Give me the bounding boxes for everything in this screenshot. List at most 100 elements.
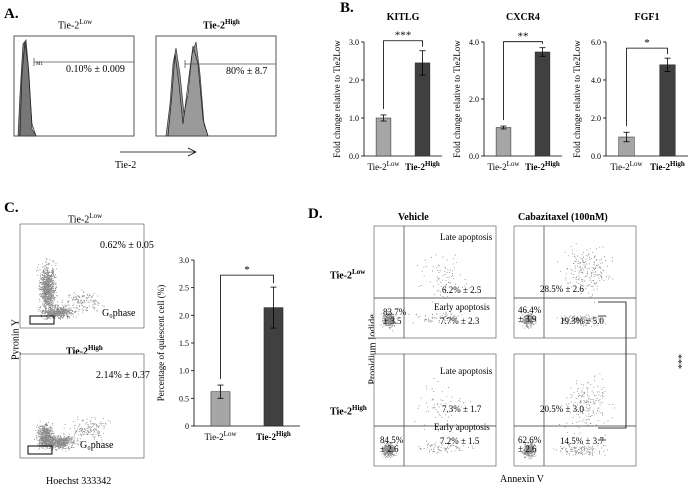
g0-gate-low: [29, 315, 55, 325]
d-tl-v-ll: 83.7% ± 3.5: [383, 307, 407, 326]
d-tl-v-early: Early apoptosis: [434, 302, 490, 312]
category-label: Tie-2Low: [610, 160, 643, 172]
comparison-ticks: [598, 315, 606, 441]
panel-d-apoptosis-plots: [373, 225, 637, 467]
significance-bracket: [626, 47, 668, 127]
panel-c-low-value: 0.62% ± 0.05: [100, 240, 154, 251]
y-tick-label: 3.0: [349, 38, 359, 47]
plot-points: [34, 416, 111, 452]
plot-points: [520, 373, 616, 460]
y-tick-label: 0: [185, 422, 189, 431]
significance-marker: *: [644, 37, 650, 49]
significance-bracket: [220, 274, 274, 380]
d-th-v-early: Early apoptosis: [434, 422, 490, 432]
category-label: Tie-2Low: [487, 160, 520, 172]
y-tick-label: 6.0: [591, 38, 601, 47]
cabazitaxel-high-plot: [513, 353, 637, 467]
category-label: Tie-2High: [650, 160, 685, 172]
significance-bracket: [383, 40, 423, 109]
y-tick-label: 2.0: [469, 95, 479, 104]
category-label: Tie-2High: [256, 430, 291, 442]
panel-d-row-high: Tie-2High: [330, 404, 367, 418]
y-tick-label: 2.0: [349, 76, 359, 85]
panel-a-high-value: 80% ± 8.7: [226, 66, 268, 77]
fgf1-bar-chart: FGF1 Fold change relative to Tie2Low 0.0 2.…: [572, 12, 688, 172]
panel-a-high-title: Tie-2High: [203, 18, 240, 32]
y-tick-label: 3.0: [179, 256, 189, 265]
panel-c-high-title: Tie-2High: [66, 344, 103, 358]
bar: [414, 62, 431, 157]
y-axis-label: Percentage of quiescent cell (%): [156, 285, 166, 401]
y-tick-label: 2.5: [179, 284, 189, 293]
d-th-c-ul: 20.5% ± 3.0: [540, 404, 584, 414]
y-tick-label: 0.5: [179, 394, 189, 403]
g0-gate-high: [27, 445, 53, 455]
chart-title: FGF1: [635, 12, 660, 23]
hoechst-pyronin-low-plot: [19, 223, 145, 329]
y-tick-label: 1.5: [179, 339, 189, 348]
plot-points: [519, 243, 614, 329]
vehicle-high-plot: [373, 353, 497, 467]
panel-a-low-value: 0.10% ± 0.009: [66, 64, 125, 75]
panel-a-xlabel: Tie-2: [115, 160, 137, 171]
significance-bracket: [503, 41, 543, 121]
d-tl-c-ll: 46.4% ± 3.9: [518, 305, 542, 324]
y-tick-label: 1.0: [349, 114, 359, 123]
significance-marker: *: [244, 264, 250, 276]
d-tl-c-ul: 28.5% ± 2.6: [540, 284, 584, 294]
panel-label-c: C.: [4, 200, 19, 216]
quiescent-bar-chart: Percentage of quiescent cell (%) 0 0.5 1.0 1…: [156, 256, 300, 442]
panel-label-b: B.: [340, 0, 354, 16]
y-tick-label: 2.0: [179, 311, 189, 320]
y-tick-label: 2.0: [591, 114, 601, 123]
panel-label-a: A.: [4, 6, 19, 22]
d-th-v-late: Late apoptosis: [440, 366, 493, 376]
d-tl-v-ul: 6.2% ± 2.5: [442, 285, 482, 295]
d-tl-v-lr: 7.7% ± 2.3: [440, 316, 480, 326]
plot-points: [36, 258, 105, 320]
hoechst-pyronin-high-plot: [19, 353, 145, 459]
category-label: Tie-2Low: [204, 430, 237, 442]
chart-title: KITLG: [387, 12, 420, 23]
y-axis-label: Fold change relative to Tie2Low: [572, 40, 582, 158]
category-label: Tie-2Low: [367, 160, 400, 172]
significance-marker: **: [518, 31, 529, 43]
y-tick-label: 0.0: [469, 152, 479, 161]
panel-a-histograms: M1: [13, 35, 277, 157]
panel-c-high-value: 2.14% ± 0.37: [96, 370, 150, 381]
y-tick-label: 4.0: [591, 76, 601, 85]
panel-d-col-cabazitaxel: Cabazitaxel (100nM): [518, 212, 608, 223]
panel-d-significance: ***: [672, 354, 683, 369]
y-axis-label: Fold change relative to Tie2Low: [452, 40, 462, 158]
category-label: Tie-2High: [405, 160, 440, 172]
panel-c-low-phase: G₀phase: [102, 308, 136, 319]
panel-c-flow-plots: [19, 223, 145, 459]
plot-frame: [373, 353, 497, 467]
plot-frame: [373, 225, 497, 339]
panel-d-xlabel: Annexin V: [500, 474, 544, 485]
panel-c-high-phase: G₀phase: [80, 440, 114, 451]
y-tick-label: 4.0: [469, 38, 479, 47]
panel-d-row-low: Tie-2Low: [330, 268, 366, 282]
cxcr4-bar-chart: CXCR4 Fold change relative to Tie2Low 0.0 2…: [452, 12, 562, 172]
bar: [375, 117, 392, 157]
bar: [495, 127, 512, 157]
d-th-c-lr: 14.5% ± 3.7: [560, 436, 604, 446]
panel-a-low-title: Tie-2Low: [58, 18, 93, 32]
panel-c-xlabel: Hoechst 333342: [46, 476, 112, 487]
d-th-v-ll: 84.5% ± 2.6: [380, 435, 404, 454]
vehicle-low-plot: [373, 225, 497, 339]
d-tl-v-late: Late apoptosis: [440, 232, 493, 242]
comparison-bracket: [598, 301, 627, 429]
y-tick-label: 0.0: [591, 152, 601, 161]
panel-c-low-title: Tie-2Low: [68, 212, 103, 226]
panel-c-ylabel: Pyronin Y: [10, 318, 22, 361]
svg-text:M1: M1: [36, 62, 43, 67]
significance-marker: ***: [395, 30, 412, 42]
plot-points: [380, 254, 472, 332]
cabazitaxel-low-plot: [513, 225, 637, 339]
y-axis-label: Fold change relative to Tie2Low: [332, 40, 342, 158]
d-th-v-ul: 7.3% ± 1.7: [442, 404, 482, 414]
kitlg-bar-chart: KITLG Fold change relative to Tie2Low 0.0 1…: [332, 12, 442, 172]
bar: [534, 51, 551, 157]
